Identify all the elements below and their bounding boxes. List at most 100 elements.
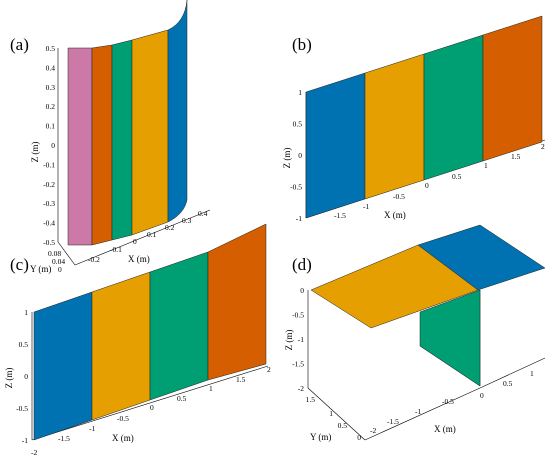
panel-a-x-tick: 0.1 <box>147 230 157 239</box>
panel-d-y-tick: 1.5 <box>306 395 316 404</box>
panel-d-z-tick: -1.5 <box>292 360 304 369</box>
panel-d-x-tick: -1.5 <box>387 417 399 426</box>
panel-d-strip-3b <box>419 289 481 387</box>
panel-b-strip-4 <box>482 15 543 162</box>
panel-b-z-tick: -1 <box>296 214 302 223</box>
panel-a-z-tick: 0.4 <box>46 63 56 72</box>
panel-b-x-tick: 2 <box>541 142 545 151</box>
panel-a-z-tick: 0.5 <box>46 44 56 53</box>
panel-a-y-tick: 0.08 <box>48 249 61 258</box>
panel-b-z-label: Z (m) <box>282 148 292 169</box>
panel-d-z-label: Z (m) <box>284 330 294 351</box>
panel-d-y-label: Y (m) <box>310 432 331 442</box>
panel-c-strip-4 <box>207 223 267 381</box>
panel-d-x-axis <box>364 387 481 441</box>
panel-c-z-tick: 0 <box>24 372 28 381</box>
panel-b-x-label: X (m) <box>384 210 406 220</box>
panel-a-strip-1 <box>67 47 93 246</box>
panel-b-z-tick: 1 <box>298 88 302 97</box>
panel-d: (d) 0 -0.5 -1 -1.5 -2 Z (m) 1.5 1 0.5 0 … <box>284 224 546 442</box>
panel-c-z-tick: 0.5 <box>19 340 29 349</box>
panel-a-x-tick: 0.2 <box>165 223 175 232</box>
panel-c-z-tick: 1 <box>24 308 28 317</box>
panel-a-x-tick: 0.3 <box>182 216 192 225</box>
panel-a-z-tick: -0.4 <box>43 219 55 228</box>
panel-a-z-tick: 0.1 <box>46 122 56 131</box>
panel-c-x-axis <box>31 365 269 441</box>
panel-d-strip-2 <box>417 224 546 291</box>
panel-a-z-tick: -0.2 <box>43 180 55 189</box>
panel-c-x-tick: -1 <box>89 424 95 433</box>
panel-c-x-tick: 1 <box>209 384 213 393</box>
panel-b-x-tick: -0.5 <box>393 192 405 201</box>
panel-a-z-tick: 0.2 <box>46 102 56 111</box>
panel-a-z-tick: -0.1 <box>43 160 55 169</box>
panel-a-x-tick: 0 <box>133 237 137 246</box>
panel-c-z-label: Z (m) <box>4 368 14 389</box>
panel-b-strip-1 <box>305 72 366 219</box>
panel-d-x-tick: 1 <box>530 369 534 378</box>
panel-a-z-tick: 0 <box>51 141 55 150</box>
panel-d-x-tick: 0.5 <box>503 379 513 388</box>
panel-b-z-tick: 0 <box>298 151 302 160</box>
panel-c-strip-1 <box>33 291 93 441</box>
panel-d-z-tick: 0 <box>300 286 304 295</box>
panel-c-x-tick: 0.5 <box>177 394 187 403</box>
panel-b-strip-2 <box>364 53 425 200</box>
panel-d-y-tick: 0 <box>357 433 361 442</box>
panel-d-x-tick: 0 <box>480 391 484 400</box>
panel-a-x-axis <box>74 209 211 266</box>
panel-a-z-label: Z (m) <box>30 142 40 163</box>
panel-a-strip-4 <box>131 29 169 236</box>
panel-c: (c) 1 0.5 0 -0.5 -1 Z (m) -2 -1.5 -1 -0.… <box>4 223 271 457</box>
panel-d-y-axis <box>307 387 366 441</box>
panel-b-x-tick: 1 <box>484 161 488 170</box>
panel-c-x-tick: -2 <box>31 448 37 457</box>
panel-a-x-tick: -0.2 <box>88 255 100 264</box>
panel-d-x-tick: -0.5 <box>442 397 454 406</box>
panel-b-x-tick: -1 <box>363 202 369 211</box>
panel-a-z-tick: -0.3 <box>43 199 55 208</box>
panel-b-x-tick: -1.5 <box>334 211 346 220</box>
panel-b-strip-3 <box>423 34 484 181</box>
panel-a-y-label: Y (m) <box>30 264 51 274</box>
panel-a-z-tick: -0.5 <box>43 238 55 247</box>
panel-c-x-tick: -1.5 <box>58 434 70 443</box>
panel-b-x-tick: 0 <box>425 181 429 190</box>
panel-a-label: (a) <box>10 35 29 54</box>
panel-c-strip-3 <box>149 251 209 401</box>
panel-d-z-tick: -0.5 <box>292 311 304 320</box>
panel-a-y-tick: 0 <box>58 265 62 274</box>
panel-a-strip-2 <box>91 44 113 246</box>
panel-a-x-tick: 0.4 <box>198 209 208 218</box>
panel-d-y-tick: 1 <box>329 409 333 418</box>
panel-b-x-tick: 1.5 <box>511 152 521 161</box>
panel-d-x-tick: -2 <box>370 426 376 435</box>
panel-a-strip-5 <box>167 0 188 223</box>
panel-c-strip-2 <box>91 271 151 421</box>
panel-d-x-label: X (m) <box>434 424 456 434</box>
panel-b-label: (b) <box>292 35 312 54</box>
panel-a: (a) 0.5 0.4 0.3 0.2 0.1 0 -0.1 -0.2 -0.3… <box>10 0 211 274</box>
panel-c-label: (c) <box>10 255 29 274</box>
panel-c-x-tick: 1.5 <box>236 375 246 384</box>
panel-c-x-tick: -0.5 <box>117 414 129 423</box>
panel-d-x-tick: -1 <box>415 407 421 416</box>
panel-d-z-tick: -1 <box>298 335 304 344</box>
panel-d-x-axis-ext <box>479 357 546 389</box>
panel-b-x-tick: 0.5 <box>452 172 462 181</box>
panel-a-strip-3 <box>111 39 133 241</box>
panel-b-z-tick: 0.5 <box>293 120 303 129</box>
panel-a-x-label: X (m) <box>128 254 150 264</box>
panel-c-x-label: X (m) <box>112 433 134 443</box>
panel-a-y-axis <box>57 241 76 266</box>
panel-c-x-tick: 0 <box>150 403 154 412</box>
panel-d-z-tick: -2 <box>298 384 304 393</box>
panel-a-y-tick: 0.04 <box>52 257 65 266</box>
panel-c-z-tick: -1 <box>22 436 28 445</box>
panel-d-label: (d) <box>292 255 312 274</box>
panel-a-z-tick: 0.3 <box>46 83 56 92</box>
panel-b-z-tick: -0.5 <box>290 183 302 192</box>
panel-c-z-tick: -0.5 <box>16 404 28 413</box>
